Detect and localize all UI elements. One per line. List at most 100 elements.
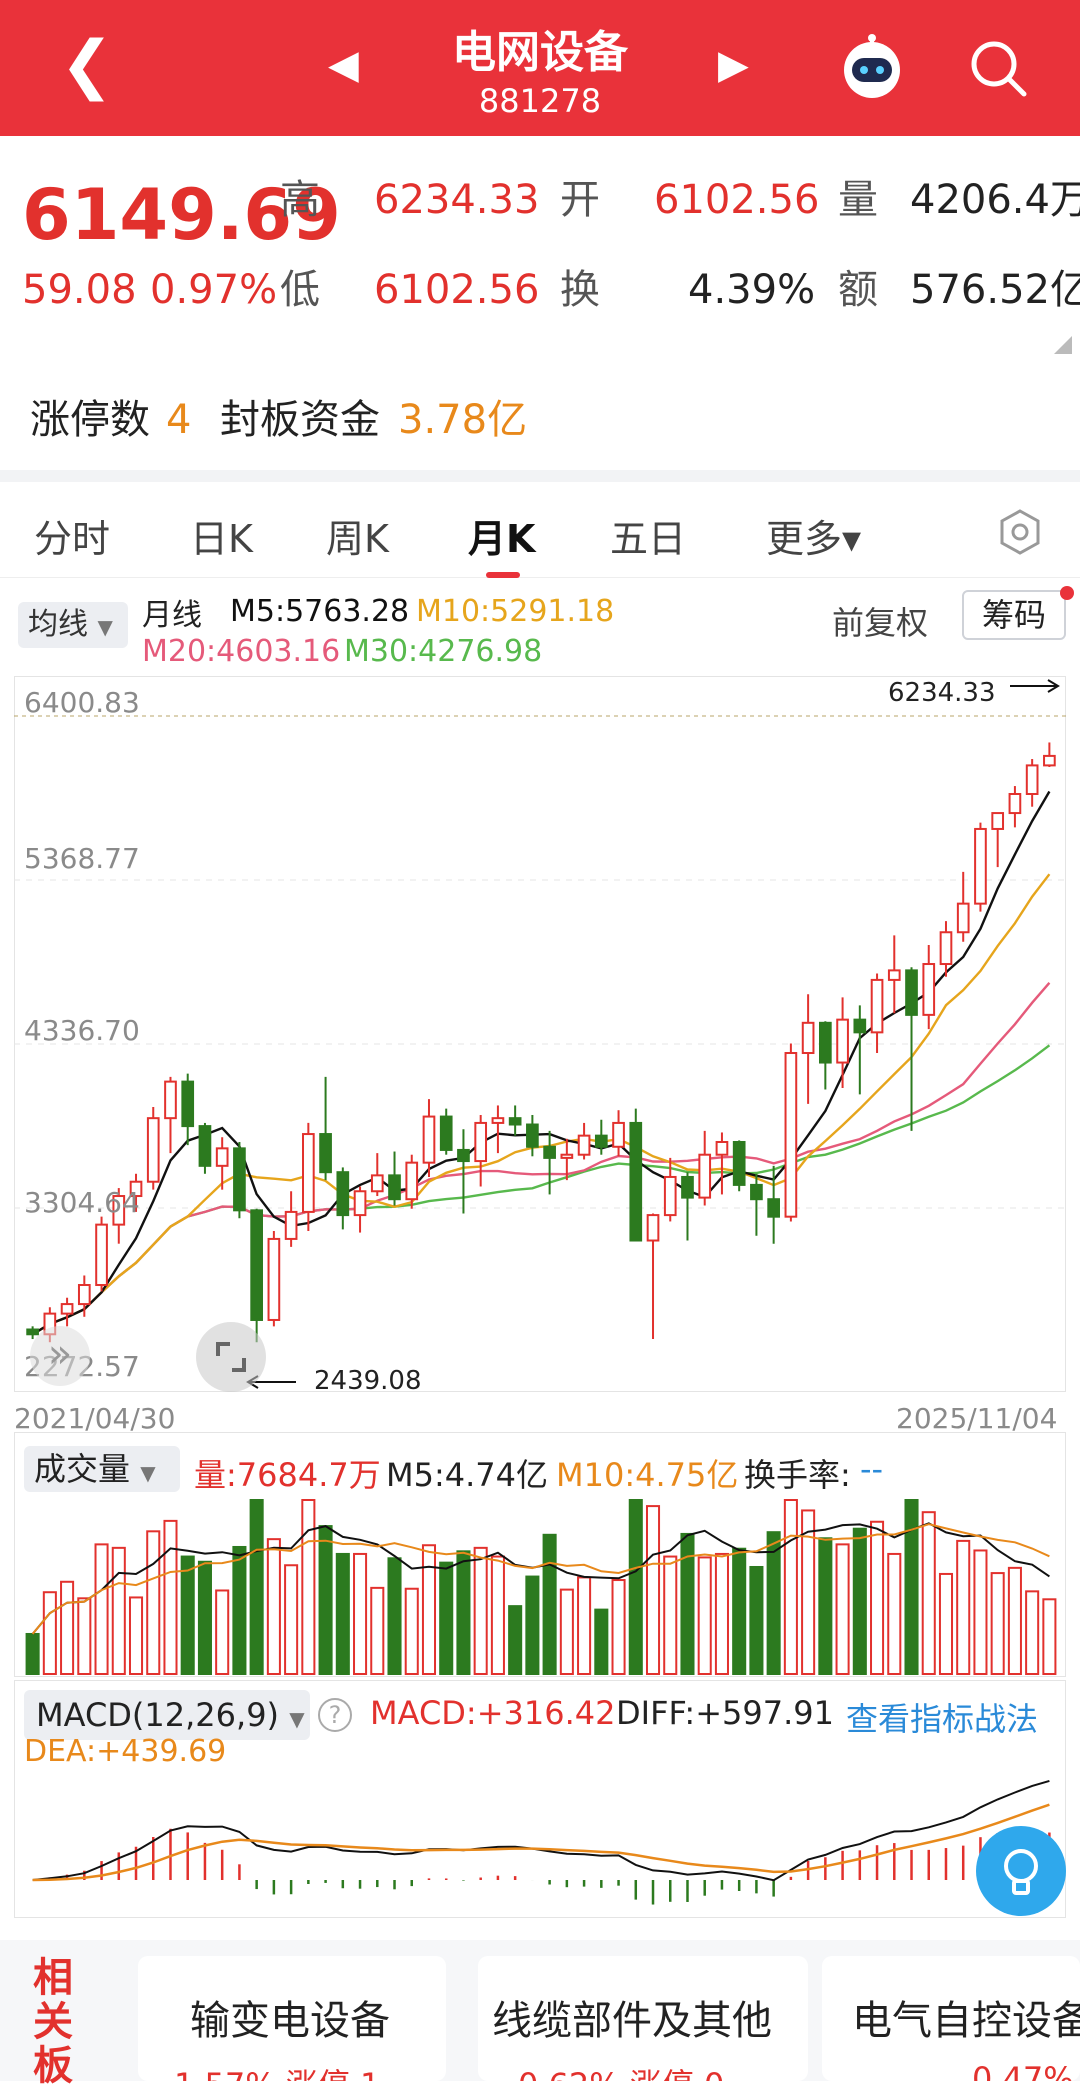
high-label: 高 <box>280 177 320 223</box>
help-icon[interactable]: ? <box>318 1698 352 1732</box>
double-chevron-icon[interactable]: » <box>30 1326 90 1386</box>
volume-m5: M5:4.74亿 <box>386 1456 549 1494</box>
volume-bar <box>525 1575 540 1676</box>
back-chevron-icon[interactable]: ❮ <box>60 28 114 102</box>
candle-body <box>560 1153 574 1159</box>
related-card-name: 电气自控设备 <box>852 1998 1080 2044</box>
volume-bar <box>128 1596 144 1675</box>
related-title: 相关板 <box>33 1955 73 2089</box>
candle-body <box>681 1175 694 1199</box>
expand-corner-icon[interactable] <box>1054 336 1072 354</box>
volume-m10: M10:4.75亿 <box>556 1456 739 1494</box>
candle-body <box>767 1198 780 1218</box>
volume-bar <box>94 1543 109 1675</box>
volume-bar <box>215 1589 230 1675</box>
candle-body <box>646 1214 660 1242</box>
candle-body <box>198 1125 212 1167</box>
volume-bar <box>628 1499 643 1675</box>
search-icon[interactable] <box>966 36 1030 100</box>
volume-current: 量:7684.7万 <box>194 1456 381 1494</box>
candle-body <box>715 1140 729 1156</box>
volume-bar <box>680 1532 695 1676</box>
lightbulb-icon[interactable] <box>976 1826 1066 1916</box>
candle-body <box>698 1153 712 1199</box>
tab-monthly-k[interactable]: 月K <box>468 517 536 561</box>
kline-chart-frame[interactable] <box>14 676 1066 1392</box>
candle-body <box>233 1147 246 1212</box>
candle-body <box>388 1174 401 1201</box>
volume-bar <box>766 1531 781 1675</box>
turnover-value: 4.39% <box>688 267 816 313</box>
fullscreen-corner-icon[interactable] <box>196 1322 266 1392</box>
candle-body <box>663 1175 677 1217</box>
volume-bar <box>404 1587 419 1675</box>
candle-body <box>112 1195 126 1226</box>
tab-five-day[interactable]: 五日 <box>610 517 687 561</box>
tab-daily-k[interactable]: 日K <box>190 517 253 561</box>
adjust-mode[interactable]: 前复权 <box>832 604 929 642</box>
turnover-rate-label: 换手率: <box>744 1456 851 1494</box>
candle-body <box>474 1121 488 1163</box>
ma30-legend: M30:4276.98 <box>344 634 543 669</box>
candle-body <box>594 1134 608 1148</box>
candle-body <box>215 1147 229 1167</box>
related-card[interactable]: 输变电设备 1.57% 涨停 1 <box>138 1956 446 2081</box>
related-card[interactable]: 线缆部件及其他 0.62% 涨停 0 <box>478 1956 808 2081</box>
candle-body <box>956 902 970 934</box>
candle-body <box>1043 754 1056 767</box>
candle-body <box>922 963 936 1016</box>
candle-body <box>732 1140 746 1186</box>
related-card[interactable]: 电气自控设备 0.47% <box>822 1956 1080 2081</box>
diff-value: DIFF:+597.91 <box>616 1694 834 1732</box>
volume-bar <box>663 1555 678 1676</box>
volume-bar <box>594 1608 609 1675</box>
related-card-sub: 0.62% 涨停 0 <box>518 2060 724 2081</box>
notification-dot <box>1060 586 1074 600</box>
macd-chart-frame <box>14 1680 1066 1918</box>
y-tick: 6400.83 <box>24 686 140 719</box>
ma10-line <box>31 873 1051 1336</box>
candle-body <box>508 1117 522 1126</box>
ma-select[interactable]: 均线 ▼ <box>18 602 128 648</box>
macd-indicator-select[interactable]: MACD(12,26,9) ▼ <box>24 1690 310 1740</box>
volume-indicator-select[interactable]: 成交量 ▼ <box>24 1446 180 1492</box>
candle-body <box>60 1303 74 1315</box>
candle-body <box>801 1021 815 1055</box>
volume-bar <box>387 1557 402 1676</box>
volume-bar <box>439 1561 454 1676</box>
tab-intraday[interactable]: 分时 <box>34 517 111 561</box>
low-marker-label: 2439.08 <box>314 1366 422 1396</box>
related-card-name: 线缆部件及其他 <box>492 1998 772 2044</box>
tab-weekly-k[interactable]: 周K <box>326 517 389 561</box>
chips-button[interactable]: 筹码 <box>962 590 1066 640</box>
candle-body <box>302 1133 315 1213</box>
turnover-label: 换 <box>560 267 600 313</box>
volume-bar <box>490 1555 505 1676</box>
candle-body <box>991 812 1005 830</box>
volume-bar <box>421 1544 437 1675</box>
prev-stock-triangle-icon[interactable]: ◀ <box>328 42 359 88</box>
high-value: 6234.33 <box>374 177 540 223</box>
candle-body <box>836 1018 849 1064</box>
amount-value: 576.52亿 <box>910 267 1080 313</box>
candle-body <box>1025 764 1039 795</box>
ma-select-label: 均线 <box>28 607 88 642</box>
ma5-legend: M5:5763.28 <box>230 594 410 629</box>
strategy-link[interactable]: 查看指标战法 <box>846 1700 1039 1738</box>
candle-body <box>887 969 901 981</box>
candle-body <box>284 1210 298 1240</box>
robot-assistant-icon[interactable] <box>836 30 908 102</box>
period-label: 月线 <box>142 598 202 633</box>
hexagon-gear-icon[interactable] <box>996 508 1044 556</box>
dea-line <box>32 1803 1050 1882</box>
candle-body <box>146 1117 160 1183</box>
volume-bar <box>732 1547 747 1675</box>
y-tick: 5368.77 <box>24 842 140 875</box>
volume-bar <box>42 1591 57 1675</box>
candle-body <box>629 1121 643 1242</box>
volume-bar <box>1042 1598 1057 1676</box>
candle-body <box>405 1161 419 1201</box>
next-stock-triangle-icon[interactable]: ▶ <box>718 42 749 88</box>
tab-more[interactable]: 更多▾ <box>766 517 862 561</box>
volume-bar <box>852 1527 867 1675</box>
